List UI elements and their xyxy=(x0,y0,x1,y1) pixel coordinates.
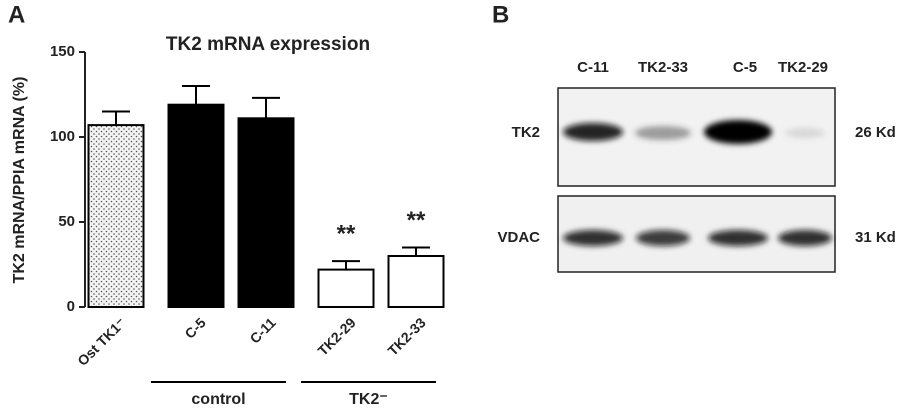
blot-panel: B C-11 TK2-33 C-5 TK2-29 TK2 26 Kd VDAC 31 Kd xyxy=(492,1,896,273)
x-tick-label: C-5 xyxy=(181,314,208,341)
band xyxy=(704,120,772,144)
size-label: 26 Kd xyxy=(855,124,896,141)
x-tick-label: Ost TK1⁻ xyxy=(74,314,129,369)
bar-chart: 0 50 100 150 Ost TK1⁻ C-5 C-11 TK2-29 TK2-33 cont… xyxy=(50,43,445,408)
band xyxy=(635,126,691,140)
row-label: TK2 xyxy=(512,124,540,141)
x-tick-label: TK2-29 xyxy=(314,314,358,358)
band xyxy=(563,123,623,141)
significance: ** xyxy=(337,220,356,247)
significance: ** xyxy=(407,207,426,234)
lane-label: TK2-33 xyxy=(638,59,688,76)
x-tick-label: TK2-33 xyxy=(384,314,428,358)
x-tick-label: C-11 xyxy=(247,314,279,346)
band xyxy=(708,230,768,246)
lane-label: TK2-29 xyxy=(778,59,828,76)
row-label: VDAC xyxy=(497,229,540,246)
bar xyxy=(87,124,145,308)
y-axis-label: TK2 mRNA/PPIA mRNA (%) xyxy=(11,77,28,284)
panel-label: B xyxy=(492,1,509,28)
band xyxy=(785,128,825,138)
y-tick-label: 50 xyxy=(58,213,75,230)
band xyxy=(778,230,832,246)
bar xyxy=(387,255,445,308)
band xyxy=(636,230,690,246)
size-label: 31 Kd xyxy=(855,229,896,246)
blot-labels: C-11 TK2-33 C-5 TK2-29 TK2 26 Kd VDAC 31 Kd xyxy=(497,59,895,246)
y-tick-label: 100 xyxy=(50,128,75,145)
bar xyxy=(167,103,225,308)
lane-label: C-11 xyxy=(577,59,609,76)
band xyxy=(563,230,623,246)
group-label: control xyxy=(191,391,245,408)
bar xyxy=(317,268,375,309)
panel-label: A xyxy=(8,1,25,28)
chart-title: TK2 mRNA expression xyxy=(166,34,370,55)
y-tick-label: 0 xyxy=(67,298,75,315)
y-tick-label: 150 xyxy=(50,43,75,60)
group-label: TK2⁻ xyxy=(349,391,388,408)
bar xyxy=(237,117,295,308)
lane-label: C-5 xyxy=(733,59,757,76)
